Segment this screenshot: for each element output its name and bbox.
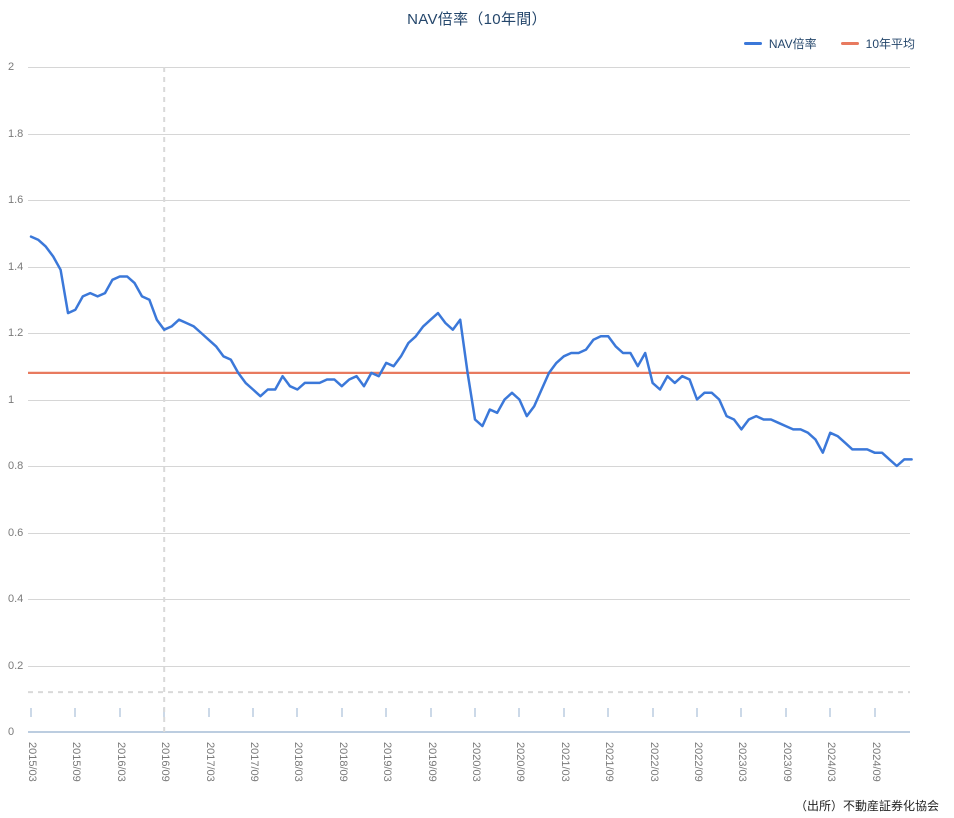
x-axis-tick [163, 708, 166, 717]
x-axis-tick [118, 708, 121, 717]
x-axis-label: 2016/09 [159, 742, 172, 782]
x-axis-tick [385, 708, 388, 717]
gridline [28, 665, 910, 667]
x-axis-label: 2021/03 [558, 742, 571, 782]
x-axis-tick [651, 708, 654, 717]
y-axis-label: 0.8 [8, 460, 24, 472]
x-axis-tick [873, 708, 876, 717]
x-axis-tick [607, 708, 610, 717]
y-axis-label: 1.4 [8, 260, 24, 273]
gridline [28, 399, 910, 401]
gridline [28, 200, 910, 201]
x-axis-label: 2022/09 [692, 742, 704, 782]
x-axis-label: 2024/03 [825, 742, 838, 782]
y-axis-label: 1.6 [8, 194, 24, 206]
gridline [28, 133, 910, 135]
x-axis-label: 2018/09 [336, 742, 349, 782]
x-axis-label: 2016/03 [114, 742, 127, 782]
x-axis-label: 2023/03 [736, 742, 749, 782]
x-axis-tick [296, 708, 299, 717]
x-axis-label: 2018/03 [292, 742, 305, 782]
gridline [28, 266, 910, 268]
x-axis-tick [696, 708, 698, 717]
gridline [28, 532, 910, 534]
x-axis-label: 2023/09 [780, 742, 793, 782]
chart-legend: NAV倍率 10年平均 [743, 35, 915, 52]
gridline [28, 67, 910, 68]
y-axis-label: 1.2 [8, 327, 24, 339]
legend-item-nav-ratio[interactable]: NAV倍率 [743, 35, 817, 52]
x-axis-tick [207, 708, 210, 717]
y-axis-label: 0 [8, 726, 15, 738]
x-axis-label: 2024/09 [869, 742, 882, 782]
y-axis-label: 1 [8, 393, 15, 406]
legend-item-10yr-average[interactable]: 10年平均 [840, 35, 915, 52]
y-axis-label: 0.2 [8, 659, 24, 672]
x-axis-tick [429, 708, 432, 717]
legend-line-icon [743, 42, 762, 45]
x-axis-tick [474, 708, 476, 717]
x-axis-tick [340, 708, 343, 717]
y-axis-label: 1.8 [8, 127, 24, 140]
x-axis-line [28, 731, 910, 733]
x-axis-label: 2019/03 [381, 742, 394, 782]
x-axis-tick [518, 708, 521, 717]
x-axis-tick [740, 708, 743, 717]
nav-ratio-series-line [29, 235, 913, 468]
x-axis-label: 2020/09 [514, 742, 527, 782]
legend-label: NAV倍率 [768, 37, 817, 51]
x-axis-tick [30, 708, 32, 717]
legend-label: 10年平均 [865, 37, 915, 51]
x-axis-label: 2021/09 [603, 742, 616, 782]
x-axis-tick [74, 708, 77, 717]
y-axis-label: 2 [8, 61, 15, 73]
x-axis-tick [252, 708, 254, 717]
legend-line-icon [840, 42, 859, 45]
x-axis-tick [784, 708, 787, 717]
gridline [28, 466, 910, 467]
source-note: （出所）不動産証券化協会 [794, 799, 939, 813]
x-axis-label: 2017/09 [248, 742, 260, 782]
x-axis-label: 2015/03 [26, 742, 38, 782]
y-axis-label: 0.4 [8, 593, 24, 605]
x-axis-label: 2019/09 [425, 742, 438, 782]
y-axis-label: 0.6 [8, 526, 24, 539]
chart-title: NAV倍率（10年間） [407, 11, 547, 28]
x-axis-tick [829, 708, 832, 717]
gridline [28, 599, 910, 600]
x-axis-label: 2020/03 [470, 742, 482, 782]
x-axis-label: 2015/09 [70, 742, 83, 782]
x-axis-tick [562, 708, 565, 717]
x-axis-label: 2017/03 [203, 742, 216, 782]
x-axis-label: 2022/03 [647, 742, 660, 782]
gridline [28, 333, 910, 334]
